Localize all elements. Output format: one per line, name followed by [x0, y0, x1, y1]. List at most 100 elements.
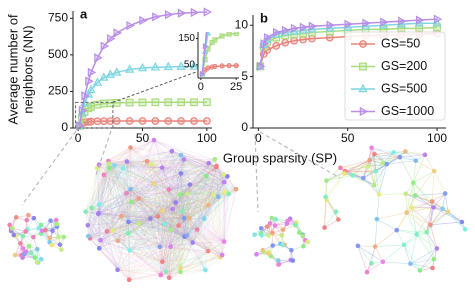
network-edge — [98, 213, 160, 248]
network-edge — [126, 192, 151, 219]
network-edge — [363, 170, 377, 179]
network-edge — [98, 204, 118, 270]
inset-x-tick-label: 25 — [230, 81, 242, 93]
network-edge — [179, 194, 185, 219]
network-edge — [170, 218, 185, 247]
network-edge — [180, 154, 229, 194]
network-edge — [180, 154, 228, 177]
network-edge — [430, 207, 435, 225]
network-edge — [129, 261, 163, 281]
network-edge — [108, 160, 129, 223]
network-edge — [196, 229, 206, 271]
network-edge — [153, 183, 165, 225]
network-node — [296, 230, 302, 235]
network-edge — [415, 170, 435, 196]
network-edge — [121, 215, 185, 219]
data-point — [200, 70, 206, 78]
network-edge — [146, 161, 176, 203]
network-edge — [180, 173, 237, 190]
network-edge — [130, 167, 163, 190]
data-point — [380, 17, 389, 27]
network-edge — [180, 256, 221, 273]
network-edge — [151, 150, 172, 165]
network-edge — [186, 193, 198, 230]
network-edge — [146, 161, 185, 219]
data-point — [87, 102, 95, 111]
network-edge — [126, 161, 181, 174]
network-edge — [357, 245, 384, 263]
network-edge — [162, 162, 209, 168]
network-edge — [345, 166, 368, 173]
network-node — [225, 174, 230, 179]
network-edge — [175, 202, 209, 206]
network-edge — [85, 211, 129, 234]
network-edge — [151, 164, 163, 211]
network-edge — [168, 165, 217, 190]
network-edge — [189, 194, 214, 219]
network-edge — [98, 213, 122, 217]
network-edge — [431, 170, 435, 202]
network-edge — [162, 225, 179, 262]
network-edge — [180, 250, 209, 269]
network-edge — [172, 208, 206, 271]
network-node — [431, 168, 437, 174]
network-edge — [179, 194, 183, 212]
network-edge — [150, 210, 183, 219]
network-edge — [106, 231, 160, 248]
network-node — [203, 267, 208, 273]
network-edge — [180, 173, 188, 194]
network-edge — [130, 188, 159, 217]
network-edge — [120, 147, 131, 217]
network-edge — [184, 193, 230, 237]
network-edge — [98, 204, 114, 231]
network-edge — [85, 160, 109, 212]
network-edge — [108, 168, 129, 234]
network-edge — [162, 154, 182, 168]
network-edge — [168, 236, 185, 278]
network-edge — [179, 162, 209, 195]
network-edge — [164, 223, 225, 242]
network-node — [128, 186, 133, 192]
network-edge — [182, 174, 224, 212]
network-edge — [121, 194, 181, 217]
data-point — [210, 15, 214, 19]
network-edge — [130, 201, 140, 224]
network-edge — [203, 218, 221, 258]
network-edge — [131, 201, 185, 219]
network-edge — [122, 167, 155, 184]
network-edge — [106, 165, 115, 232]
network-node — [428, 222, 433, 228]
network-edge — [171, 151, 176, 203]
network-edge — [98, 183, 155, 215]
network-edge — [98, 212, 165, 225]
network-edge — [122, 160, 148, 169]
network-edge — [168, 246, 172, 278]
network-edge — [196, 191, 226, 230]
network-edge — [184, 236, 221, 258]
network-edge — [160, 229, 198, 276]
network-edge — [178, 162, 209, 226]
network-edge — [189, 181, 225, 219]
data-point — [290, 23, 300, 33]
network-edge — [150, 167, 163, 219]
network-edge — [108, 150, 172, 162]
network-edge — [216, 166, 226, 193]
network-edge — [393, 152, 416, 162]
network-edge — [130, 147, 132, 202]
network-edge — [162, 194, 181, 211]
network-edge — [169, 269, 206, 279]
network-edge — [180, 165, 217, 174]
network-edge — [114, 165, 132, 203]
network-edge — [157, 216, 193, 243]
network-edge — [187, 166, 217, 194]
network-node — [459, 219, 465, 225]
network-edge — [162, 210, 172, 247]
network-node — [178, 266, 183, 271]
network-edge — [89, 221, 129, 239]
network-edge — [129, 223, 165, 251]
data-point — [152, 12, 161, 22]
network-edge — [153, 139, 209, 164]
network-edge — [164, 224, 167, 272]
network-node — [305, 239, 311, 245]
network-edge — [180, 173, 229, 195]
